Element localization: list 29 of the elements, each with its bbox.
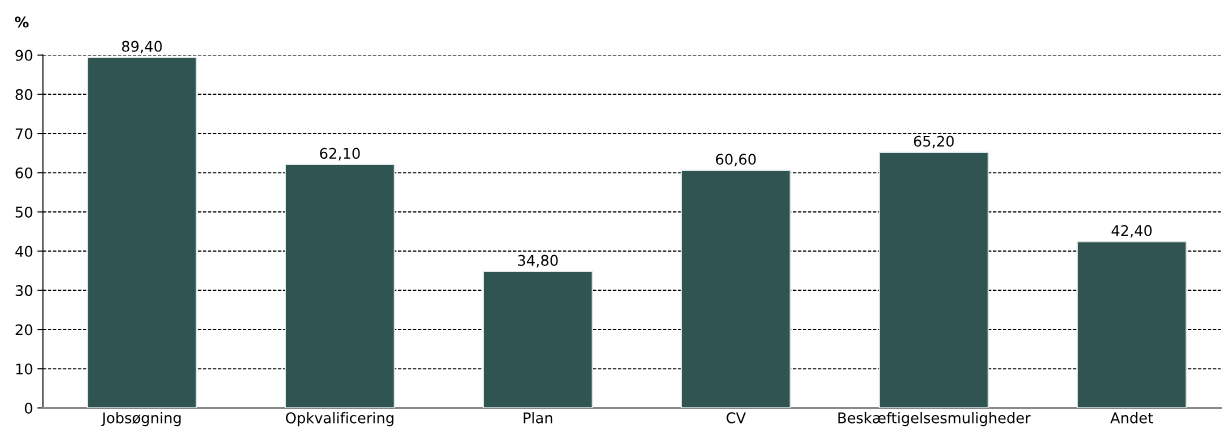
y-tick-label: 50 [15,206,33,218]
bar [878,151,989,408]
data-label: 60,60 [715,153,756,167]
y-tick-label: 10 [16,363,33,375]
data-label: 42,40 [1111,225,1152,238]
y-tick-label: 90 [15,49,33,61]
x-tick-label: CV [726,412,746,424]
x-tick-label: Andet [1110,412,1154,424]
y-axis-title: % [14,16,29,28]
bar [1076,241,1187,408]
x-tick-label: Opkvalificering [285,412,394,427]
y-tick-label: 30 [15,285,33,297]
x-tick-label: Plan [523,412,553,424]
data-label: 34,80 [518,254,558,268]
y-tick-label: 60 [15,167,33,179]
y-tick-label: 80 [15,89,33,101]
bar [284,163,395,408]
x-tick-label: Beskæftigelsesmuligheder [838,412,1031,427]
bar [86,56,197,408]
y-tick-label: 40 [15,245,33,257]
data-label: 65,20 [913,135,954,149]
y-tick-label: 70 [15,128,33,140]
x-tick-label: Jobsøgning [101,412,181,427]
data-label: 62,10 [320,147,360,161]
y-tick-label: 20 [15,324,33,336]
bar [482,270,593,408]
bar [680,169,791,408]
y-tick-label: 0 [24,402,33,414]
data-label: 89,40 [122,40,162,54]
